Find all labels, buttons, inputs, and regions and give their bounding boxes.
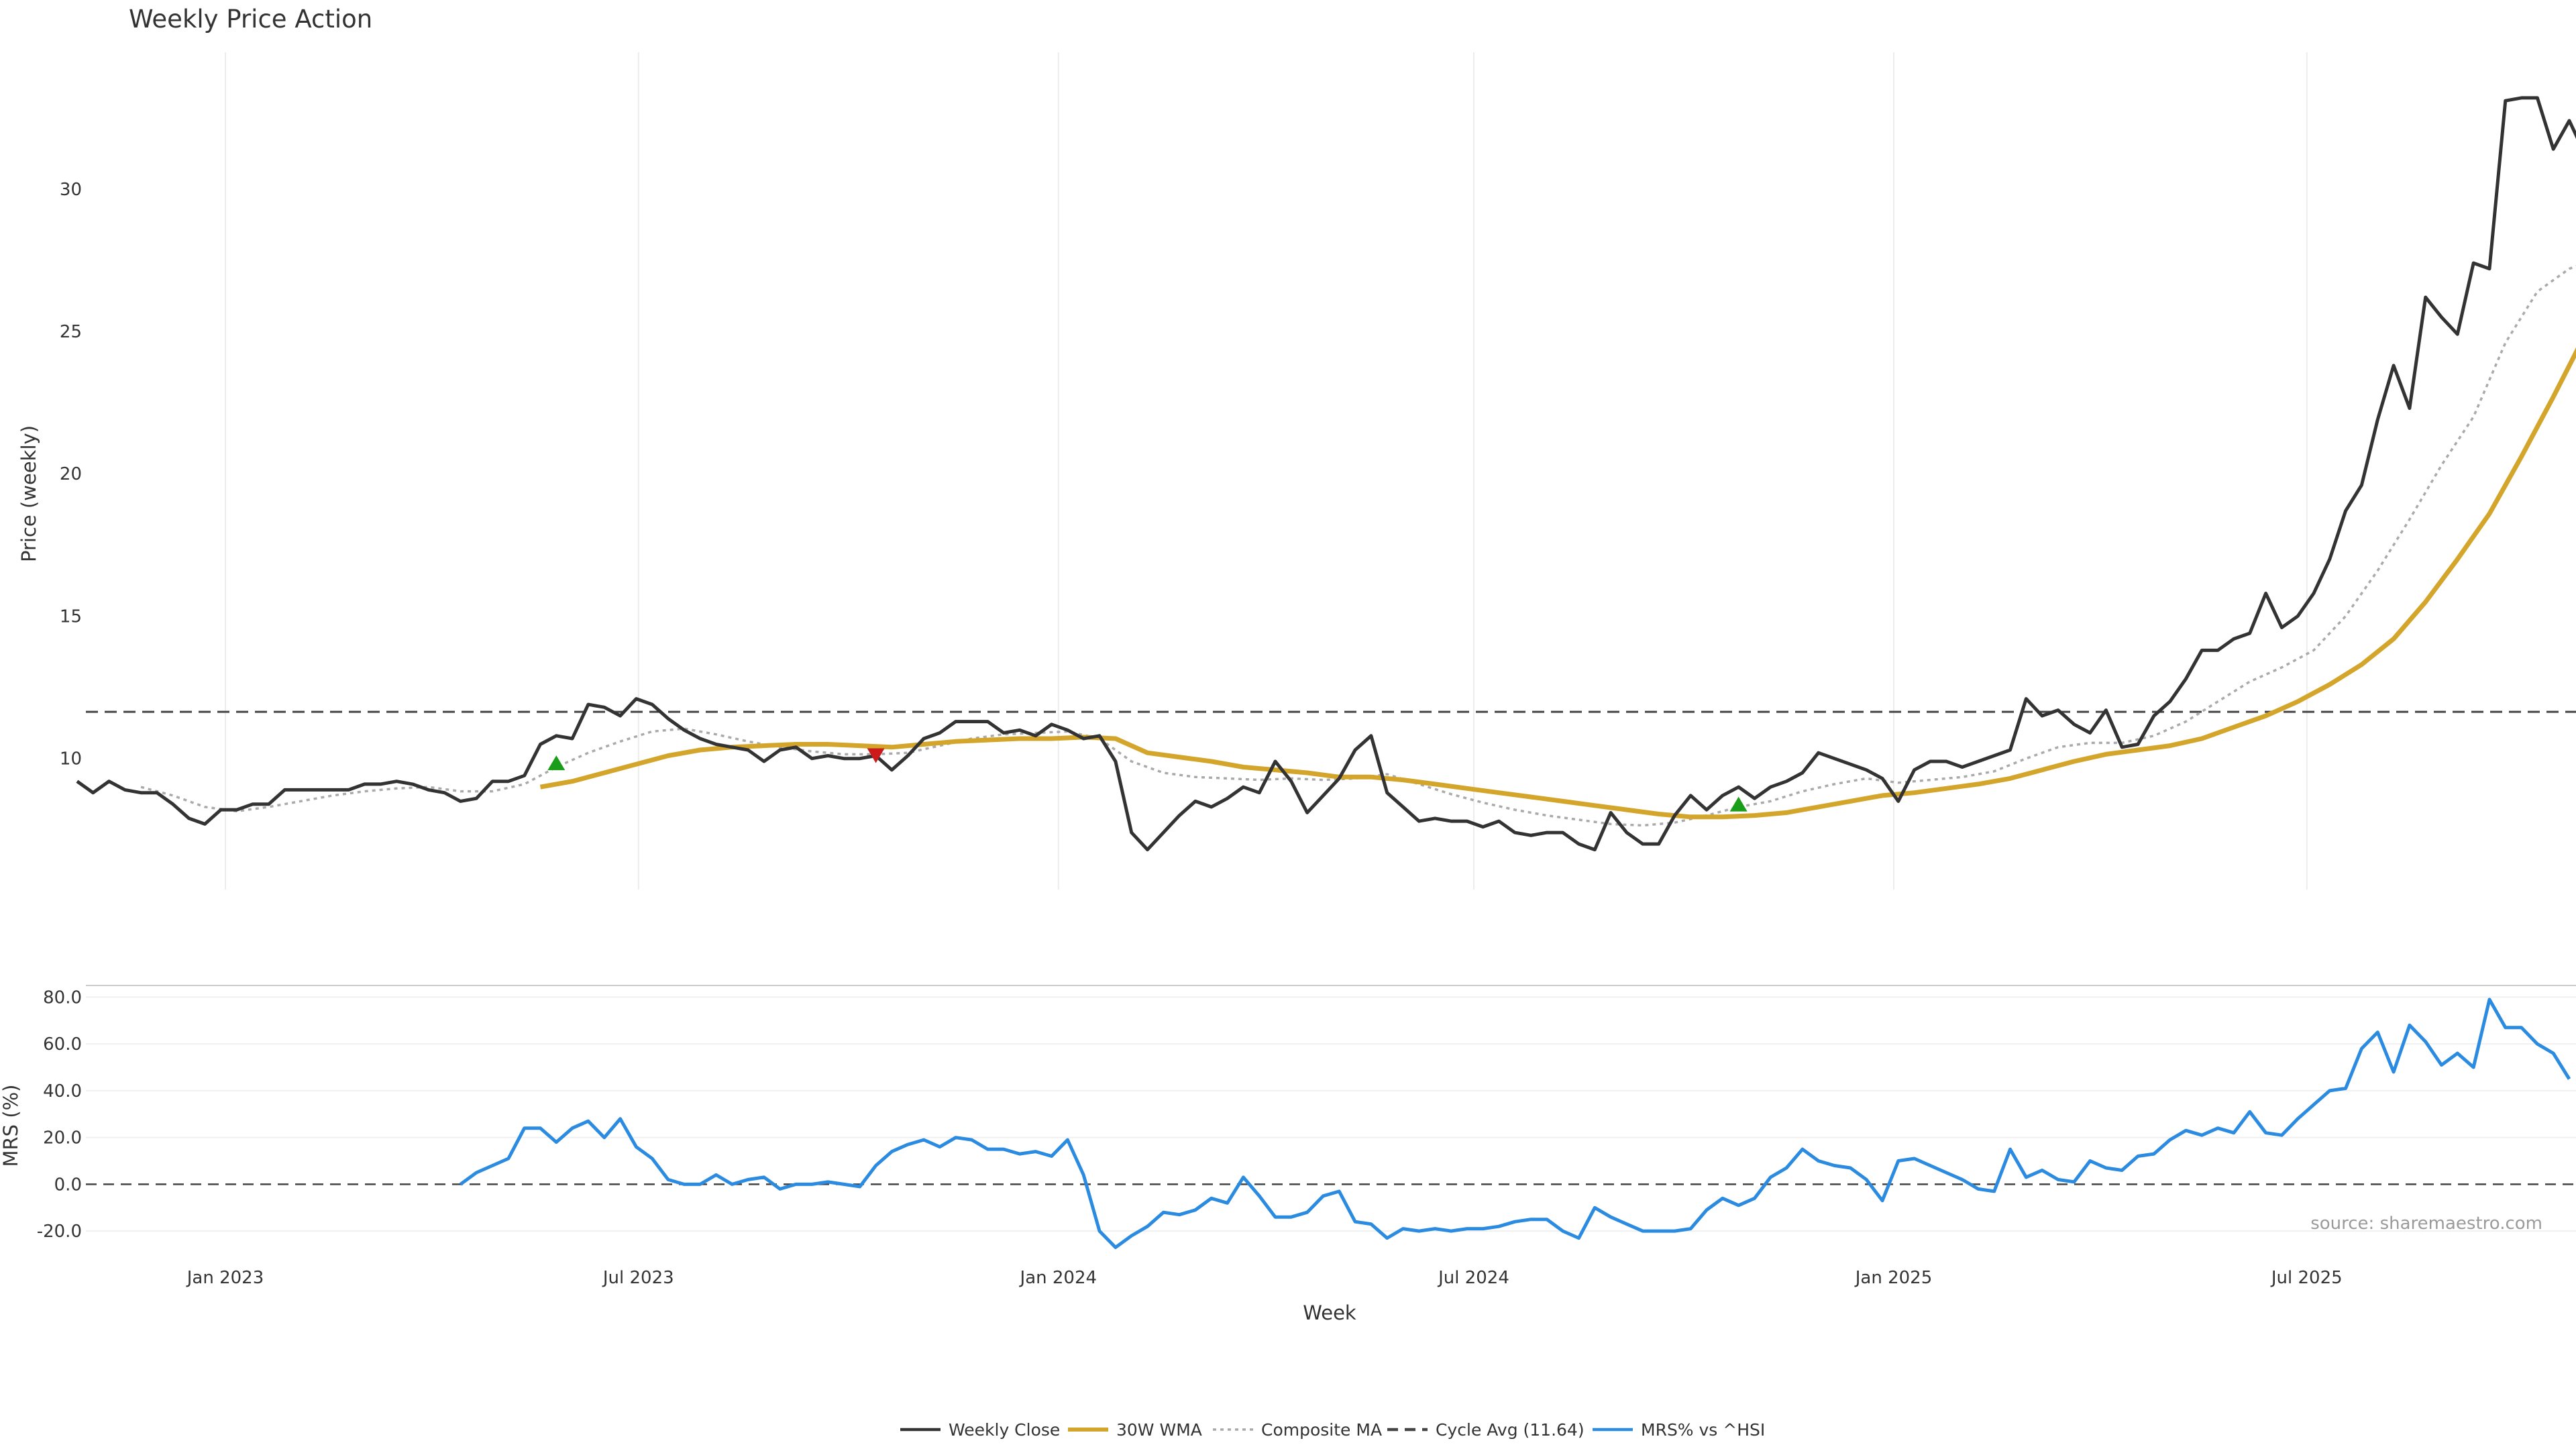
x-tick-label: Jan 2024 xyxy=(1019,1268,1097,1288)
buy-signal-marker xyxy=(547,755,566,771)
legend-item-cycle_avg: Cycle Avg (11.64) xyxy=(1387,1420,1585,1440)
price-y-tick-label: 15 xyxy=(60,606,82,627)
legend-label: Cycle Avg (11.64) xyxy=(1436,1420,1585,1440)
x-tick-label: Jul 2023 xyxy=(602,1268,674,1288)
mrs-panel: 80.0 60.0 40.0 20.0 0.0 -20.0 MRS (%) source:… xyxy=(0,985,2576,1249)
legend-item-composite_ma: Composite MA xyxy=(1213,1420,1382,1440)
mrs-y-tick-label: 0.0 xyxy=(54,1175,82,1195)
x-tick-label: Jul 2024 xyxy=(1437,1268,1509,1288)
x-axis-label: Week xyxy=(1303,1301,1356,1324)
mrs-y-axis-label: MRS (%) xyxy=(0,1085,22,1167)
price-y-axis-label: Price (weekly) xyxy=(17,425,40,562)
mrs-y-tick-label: 80.0 xyxy=(43,987,82,1008)
mrs-line xyxy=(459,998,2571,1249)
x-axis: Jan 2023 Jul 2023 Jan 2024 Jul 2024 Jan 2025… xyxy=(186,1268,2343,1288)
price-y-tick-label: 30 xyxy=(60,180,82,200)
chart-title: Weekly Price Action xyxy=(129,5,372,34)
legend-item-mrs: MRS% vs ^HSI xyxy=(1593,1420,1765,1440)
mrs-y-tick-label: 60.0 xyxy=(43,1034,82,1055)
legend-item-wma_30: 30W WMA xyxy=(1068,1420,1202,1440)
price-grid xyxy=(225,52,2308,890)
mrs-y-tick-label: -20.0 xyxy=(37,1222,82,1242)
price-panel: 10 15 20 25 30 Price (weekly) xyxy=(17,52,2576,890)
legend: Weekly Close 30W WMA Composite MA Cycle Avg… xyxy=(900,1420,1765,1440)
x-tick-label: Jan 2023 xyxy=(186,1268,264,1288)
mrs-y-tick-label: 20.0 xyxy=(43,1128,82,1148)
legend-item-weekly_close: Weekly Close xyxy=(900,1420,1060,1440)
legend-label: MRS% vs ^HSI xyxy=(1641,1420,1765,1440)
source-label: source: sharemaestro.com xyxy=(2310,1214,2542,1234)
x-tick-label: Jul 2025 xyxy=(2270,1268,2343,1288)
x-tick-label: Jan 2025 xyxy=(1854,1268,1933,1288)
legend-label: Composite MA xyxy=(1261,1420,1382,1440)
legend-label: Weekly Close xyxy=(949,1420,1060,1440)
buy-signal-marker xyxy=(1729,796,1748,812)
wma-30-line xyxy=(539,347,2576,820)
composite-ma-line xyxy=(140,265,2576,827)
sell-signal-marker xyxy=(867,748,885,763)
signal-markers xyxy=(547,748,1748,812)
weekly-close-line xyxy=(76,96,2576,852)
mrs-y-axis: 80.0 60.0 40.0 20.0 0.0 -20.0 xyxy=(37,987,82,1242)
mrs-grid xyxy=(86,996,2576,1232)
price-y-tick-label: 20 xyxy=(60,464,82,484)
price-y-tick-label: 25 xyxy=(60,322,82,342)
mrs-y-tick-label: 40.0 xyxy=(43,1081,82,1102)
legend-label: 30W WMA xyxy=(1116,1420,1202,1440)
price-y-tick-label: 10 xyxy=(60,749,82,769)
price-y-axis: 10 15 20 25 30 xyxy=(60,180,82,769)
